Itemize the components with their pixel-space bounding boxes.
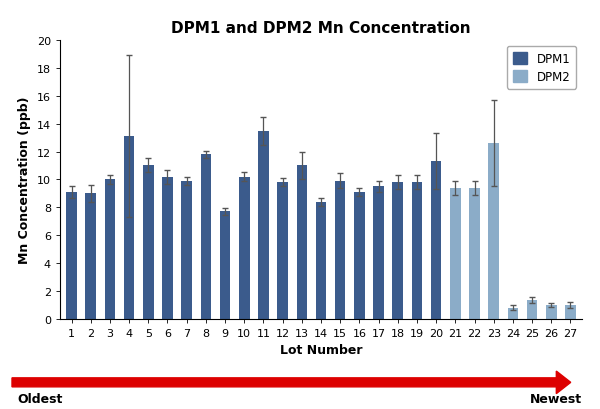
Bar	[565, 305, 576, 319]
Bar	[239, 177, 250, 319]
Bar	[450, 188, 461, 319]
Text: Newest: Newest	[530, 392, 582, 405]
Bar	[508, 308, 518, 319]
Bar	[124, 137, 134, 319]
Bar	[431, 162, 442, 319]
Bar	[162, 177, 173, 319]
Text: Oldest: Oldest	[18, 392, 63, 405]
Bar	[354, 193, 365, 319]
Bar	[412, 183, 422, 319]
Bar	[220, 212, 230, 319]
Bar	[277, 183, 288, 319]
Bar	[488, 144, 499, 319]
Legend: DPM1, DPM2: DPM1, DPM2	[507, 47, 576, 89]
Bar	[546, 305, 557, 319]
FancyArrow shape	[12, 371, 571, 393]
Bar	[104, 180, 115, 319]
Bar	[258, 131, 269, 319]
Bar	[373, 187, 384, 319]
Bar	[335, 181, 346, 319]
Bar	[296, 166, 307, 319]
Bar	[200, 155, 211, 319]
X-axis label: Lot Number: Lot Number	[280, 344, 362, 357]
Bar	[469, 188, 480, 319]
Bar	[85, 194, 96, 319]
Bar	[143, 166, 154, 319]
Bar	[316, 202, 326, 319]
Bar	[392, 183, 403, 319]
Bar	[181, 181, 192, 319]
Title: DPM1 and DPM2 Mn Concentration: DPM1 and DPM2 Mn Concentration	[171, 20, 471, 36]
Bar	[527, 300, 538, 319]
Y-axis label: Mn Concentration (ppb): Mn Concentration (ppb)	[18, 97, 31, 263]
Bar	[66, 193, 77, 319]
